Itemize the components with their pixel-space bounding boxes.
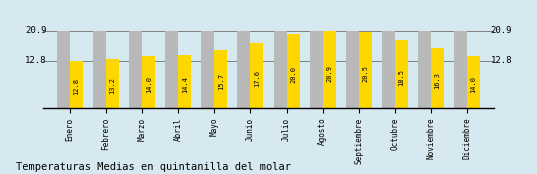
Text: 20.9: 20.9	[326, 65, 332, 82]
Bar	[395, 40, 408, 108]
Bar	[359, 32, 372, 108]
Bar	[346, 31, 359, 108]
Bar	[382, 31, 395, 108]
Text: 20.0: 20.0	[290, 66, 296, 83]
Text: 20.9: 20.9	[25, 26, 47, 35]
Bar	[467, 56, 480, 108]
Bar	[250, 43, 264, 108]
Text: 14.4: 14.4	[182, 76, 188, 93]
Bar	[418, 31, 431, 108]
Bar	[178, 55, 191, 108]
Bar	[129, 31, 142, 108]
Bar	[70, 61, 83, 108]
Text: 18.5: 18.5	[398, 69, 404, 86]
Text: 12.8: 12.8	[490, 56, 512, 65]
Text: 14.0: 14.0	[146, 76, 151, 93]
Bar	[93, 31, 106, 108]
Bar	[214, 50, 227, 108]
Text: 12.8: 12.8	[25, 56, 47, 65]
Text: Temperaturas Medias en quintanilla del molar: Temperaturas Medias en quintanilla del m…	[16, 162, 291, 172]
Bar	[142, 56, 155, 108]
Text: 14.0: 14.0	[470, 76, 476, 93]
Bar	[273, 31, 287, 108]
Text: 12.8: 12.8	[74, 78, 79, 95]
Bar	[237, 31, 250, 108]
Text: 20.5: 20.5	[362, 65, 368, 82]
Bar	[454, 31, 467, 108]
Bar	[431, 48, 444, 108]
Bar	[106, 59, 119, 108]
Bar	[323, 31, 336, 108]
Text: 17.6: 17.6	[254, 70, 260, 87]
Bar	[201, 31, 214, 108]
Text: 16.3: 16.3	[434, 72, 440, 89]
Bar	[57, 31, 70, 108]
Text: 15.7: 15.7	[218, 73, 224, 90]
Text: 20.9: 20.9	[490, 26, 512, 35]
Bar	[310, 31, 323, 108]
Bar	[287, 34, 300, 108]
Bar	[165, 31, 178, 108]
Text: 13.2: 13.2	[110, 77, 115, 94]
